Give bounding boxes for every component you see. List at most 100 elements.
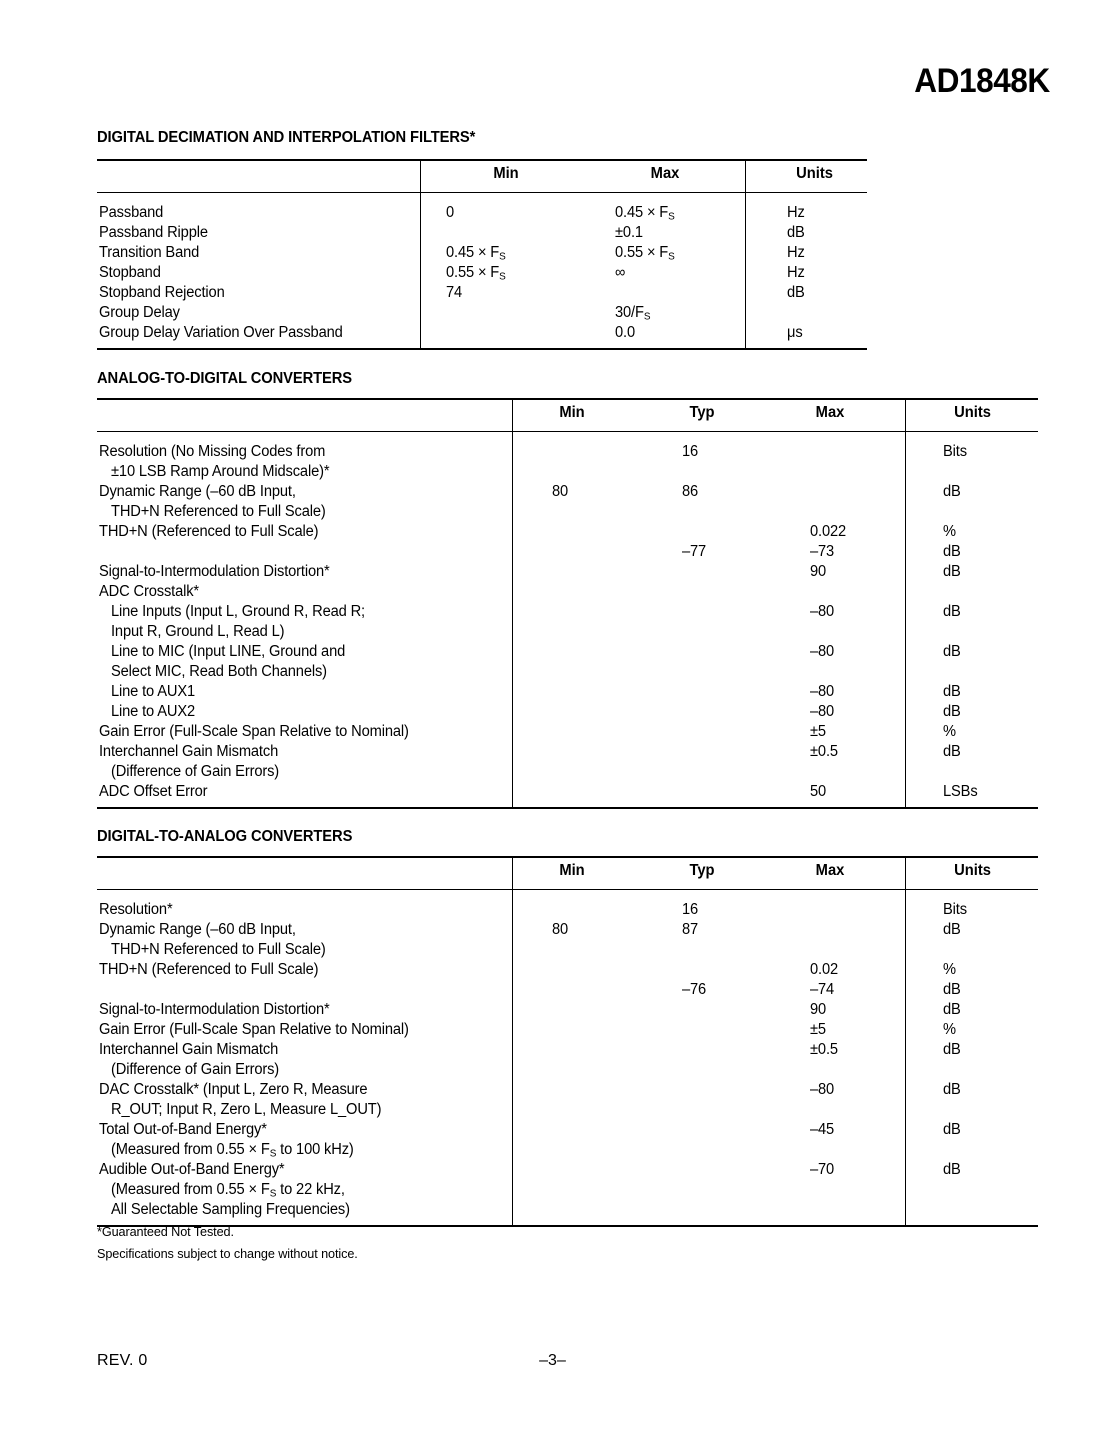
spec-value-max: –70	[810, 1161, 835, 1178]
spec-label: Group Delay Variation Over Passband	[99, 324, 343, 341]
spec-label: Interchannel Gain Mismatch	[99, 743, 279, 760]
column-header-units: Units	[954, 404, 991, 421]
table-bottom-rule	[97, 348, 867, 350]
spec-value-units: dB	[943, 603, 961, 620]
spec-value-units: dB	[787, 224, 805, 241]
spec-label: Signal-to-Intermodulation Distortion*	[99, 1001, 330, 1018]
spec-value-max: ±0.1	[615, 224, 643, 241]
spec-value-max: 90	[810, 563, 827, 580]
spec-value-units: dB	[943, 1041, 961, 1058]
spec-label: Line to MIC (Input LINE, Ground and	[111, 643, 346, 660]
column-header-units: Units	[954, 862, 991, 879]
column-divider	[512, 400, 514, 807]
spec-value-units: Bits	[943, 443, 967, 460]
spec-value-max: 90	[810, 1001, 827, 1018]
spec-value-typ: –77	[682, 543, 707, 560]
spec-value-max: –80	[810, 1081, 835, 1098]
footnote-guaranteed: *Guaranteed Not Tested.	[97, 1224, 234, 1239]
spec-label: (Measured from 0.55 × FS to 100 kHz)	[111, 1141, 354, 1160]
spec-value-min: 0	[446, 204, 455, 221]
spec-value-max: –73	[810, 543, 835, 560]
spec-label: Transition Band	[99, 244, 200, 261]
spec-value-max: –80	[810, 703, 835, 720]
spec-value-units: dB	[943, 981, 961, 998]
spec-label: Passband Ripple	[99, 224, 208, 241]
spec-value-min: 0.45 × FS	[446, 244, 506, 263]
spec-label: Input R, Ground L, Read L)	[111, 623, 285, 640]
spec-value-units: dB	[943, 643, 961, 660]
column-header-typ: Typ	[689, 404, 715, 421]
spec-label: Interchannel Gain Mismatch	[99, 1041, 279, 1058]
spec-value-units: LSBs	[943, 783, 978, 800]
spec-value-max: ±5	[810, 723, 826, 740]
table-top-rule	[97, 398, 1038, 401]
spec-value-max: 50	[810, 783, 827, 800]
revision-label: REV. 0	[97, 1352, 148, 1369]
spec-value-max: ±0.5	[810, 743, 838, 760]
spec-label: All Selectable Sampling Frequencies)	[111, 1201, 350, 1218]
column-divider	[512, 858, 514, 1225]
spec-label: (Measured from 0.55 × FS to 22 kHz,	[111, 1181, 345, 1200]
spec-value-min: 0.55 × FS	[446, 264, 506, 283]
spec-label: Resolution (No Missing Codes from	[99, 443, 326, 460]
spec-label: Stopband Rejection	[99, 284, 225, 301]
spec-value-max: 0.022	[810, 523, 847, 540]
spec-value-max: 0.02	[810, 961, 839, 978]
spec-label: Dynamic Range (–60 dB Input,	[99, 483, 296, 500]
spec-value-min: 80	[552, 483, 569, 500]
spec-value-units: %	[943, 961, 956, 978]
column-header-typ: Typ	[689, 862, 715, 879]
spec-label: Dynamic Range (–60 dB Input,	[99, 921, 296, 938]
spec-value-max: –45	[810, 1121, 835, 1138]
column-header-units: Units	[796, 165, 833, 182]
column-divider	[905, 400, 907, 807]
spec-value-units: dB	[943, 543, 961, 560]
spec-value-units: μs	[787, 324, 803, 341]
spec-value-units: Hz	[787, 264, 805, 281]
spec-value-units: dB	[943, 743, 961, 760]
spec-value-units: dB	[943, 703, 961, 720]
column-header-max: Max	[815, 404, 845, 421]
spec-label: (Difference of Gain Errors)	[111, 1061, 280, 1078]
column-header-min: Min	[493, 165, 519, 182]
spec-label: Group Delay	[99, 304, 180, 321]
spec-value-max: 0.0	[615, 324, 635, 341]
spec-label: THD+N Referenced to Full Scale)	[111, 503, 326, 520]
spec-label: Passband	[99, 204, 164, 221]
spec-value-units: Bits	[943, 901, 967, 918]
spec-value-units: %	[943, 523, 956, 540]
spec-value-typ: 86	[682, 483, 699, 500]
spec-value-max: –80	[810, 683, 835, 700]
spec-value-units: dB	[943, 683, 961, 700]
spec-value-typ: 87	[682, 921, 699, 938]
spec-value-typ: –76	[682, 981, 707, 998]
spec-label: Gain Error (Full-Scale Span Relative to …	[99, 1021, 409, 1038]
table-header-rule	[97, 431, 1038, 433]
spec-value-typ: 16	[682, 443, 699, 460]
spec-value-units: dB	[943, 1161, 961, 1178]
table-header-rule	[97, 192, 867, 194]
column-header-min: Min	[559, 404, 585, 421]
spec-label: Stopband	[99, 264, 161, 281]
spec-label: DAC Crosstalk* (Input L, Zero R, Measure	[99, 1081, 368, 1098]
spec-label: Line Inputs (Input L, Ground R, Read R;	[111, 603, 365, 620]
table-bottom-rule	[97, 1225, 1038, 1227]
table-header-rule	[97, 889, 1038, 891]
spec-value-max: 30/FS	[615, 304, 651, 323]
spec-value-units: dB	[943, 483, 961, 500]
spec-value-units: Hz	[787, 204, 805, 221]
spec-label: THD+N Referenced to Full Scale)	[111, 941, 326, 958]
spec-value-min: 80	[552, 921, 569, 938]
spec-value-max: ±0.5	[810, 1041, 838, 1058]
spec-label: Select MIC, Read Both Channels)	[111, 663, 327, 680]
column-divider	[745, 161, 747, 348]
spec-value-max: –80	[810, 643, 835, 660]
spec-value-max: 0.45 × FS	[615, 204, 675, 223]
spec-label: ADC Crosstalk*	[99, 583, 199, 600]
column-header-max: Max	[650, 165, 680, 182]
spec-label: ±10 LSB Ramp Around Midscale)*	[111, 463, 330, 480]
spec-label: ADC Offset Error	[99, 783, 208, 800]
spec-value-units: %	[943, 723, 956, 740]
spec-label: THD+N (Referenced to Full Scale)	[99, 961, 319, 978]
